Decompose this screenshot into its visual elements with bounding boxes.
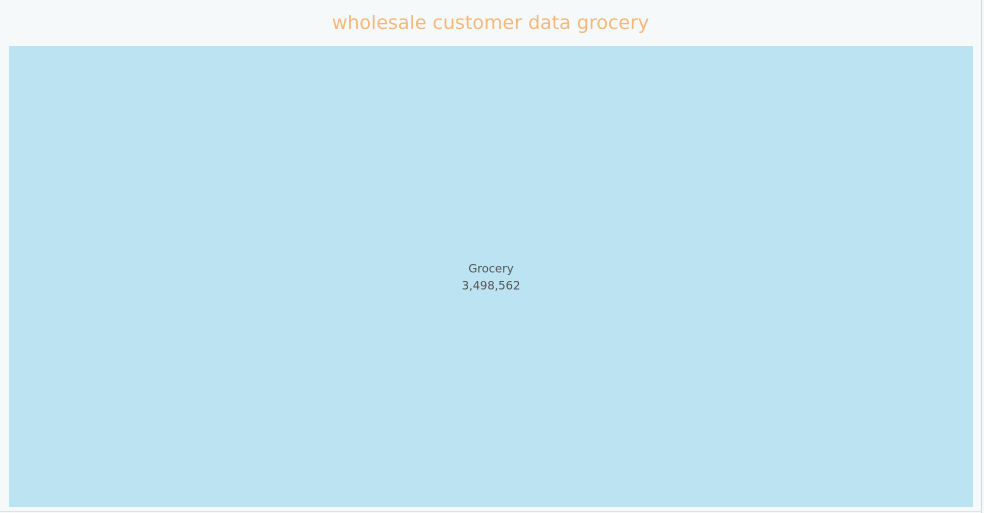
bottom-border: [0, 511, 982, 512]
right-border: [981, 0, 982, 513]
chart-title: wholesale customer data grocery: [331, 12, 650, 34]
tile-value-label: 3,498,562: [462, 279, 521, 293]
tile-category-label: Grocery: [468, 262, 514, 276]
treemap-tile-grocery[interactable]: [9, 46, 973, 507]
